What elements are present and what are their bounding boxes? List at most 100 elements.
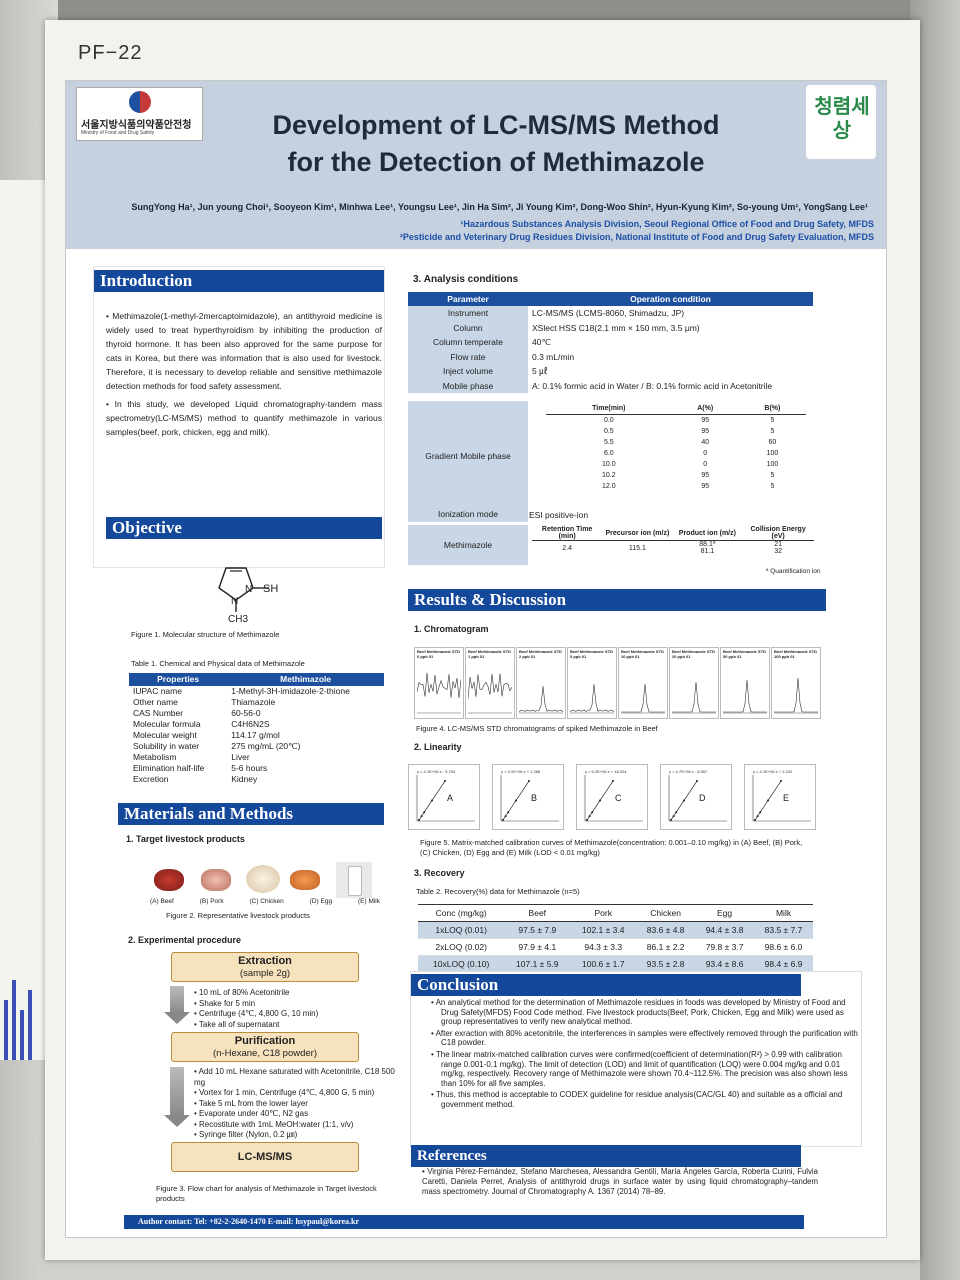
chromatogram-label: Beef Methimazole STD 100 ppb 01 [774, 649, 817, 659]
calibration-point [754, 819, 756, 821]
linearity-label: C [615, 793, 622, 803]
recovery-header: Chicken [636, 904, 696, 922]
gradient-row: 6.0 0 100 [546, 448, 806, 459]
calibration-point [759, 811, 762, 814]
gradient-row: 0.0 95 5 [546, 415, 806, 427]
chromatogram-label: Beef Methimazole STD 5 ppb 01 [570, 649, 613, 659]
gradient-cell: 0.5 [603, 428, 614, 435]
chromatogram-panel: Beef Methimazole STD 10 ppb 01 [618, 647, 668, 719]
conclusion-item: An analytical method for the determinati… [431, 998, 863, 1027]
ionization-value: ESI positive-ion [529, 510, 589, 520]
gradient-cell: 60 [768, 439, 777, 446]
analysis-row: Column temperate 40℃ [408, 335, 813, 350]
table1-cell: CAS Number [133, 708, 184, 718]
table1-cell: C4H6N2S [231, 719, 270, 729]
mol-ch3: CH3 [228, 614, 248, 624]
recovery-cell: 83.5 ± 7.7 [754, 921, 813, 939]
recovery-cell: 10xLOQ (0.10) [418, 955, 505, 973]
calibration-point [418, 819, 420, 821]
integrity-logo-text: 청렴세상 [814, 96, 870, 142]
analysis-value: LC-MS/MS (LCMS-8060, Shimadzu, JP) [532, 308, 685, 319]
adjacent-bar [12, 980, 16, 1060]
procedure-step: Take 5 mL from the lower layer [194, 1099, 404, 1110]
milk-image-bg [336, 862, 372, 898]
recovery-row: 2xLOQ (0.02) 97.9 ± 4.1 94.3 ± 3.3 86.1 ± 2… [418, 938, 813, 956]
table-1: Properties Methimazole IUPAC name 1-Methy… [129, 673, 384, 785]
chromatogram-panel: Beef Methimazole STD 2 ppb 01 [516, 647, 566, 719]
analysis-param: Inject volume [408, 364, 528, 379]
calibration-point [780, 780, 782, 782]
table1-cell: Excretion [133, 774, 169, 784]
calibration-point [672, 815, 675, 818]
intro-paragraph-2: • In this study, we developed Liquid chr… [106, 399, 383, 437]
table1-row: Excretion Kidney [129, 774, 384, 785]
procedure-step: Evaporate under 40℃, N2 gas [194, 1109, 404, 1120]
extraction-steps: 10 mL of 80% AcetonitrileShake for 5 min… [194, 988, 394, 1030]
objective-heading: Objective [106, 517, 382, 539]
adjacent-poster [0, 180, 45, 1060]
procedure-step: Centrifuge (4℃, 4,800 G, 10 min) [194, 1009, 394, 1020]
recovery-cell: 94.3 ± 3.3 [570, 938, 637, 956]
analysis-row: Inject volume 5 ㎕ [408, 364, 813, 379]
milk-glass [348, 866, 362, 896]
product-label: (A) Beef [150, 898, 174, 905]
gradient-cell: 0 [703, 461, 708, 468]
lcmsms-box: LC-MS/MS [171, 1142, 359, 1172]
gradient-header: Time(min) [592, 405, 626, 412]
chromatogram-trace [519, 686, 563, 714]
calibration-point [420, 815, 423, 818]
recovery-header: Beef [504, 904, 571, 922]
table1-row: CAS Number 60-56-0 [129, 708, 384, 719]
analysis-row: Flow rate 0.3 mL/min [408, 349, 813, 364]
gradient-cell: 6.0 [603, 450, 614, 457]
integrity-logo: 청렴세상 [806, 85, 876, 159]
purification-steps: Add 10 mL Hexane saturated with Acetonit… [194, 1067, 404, 1141]
target-products-subheading: 1. Target livestock products [126, 834, 245, 844]
linearity-label: D [699, 793, 706, 803]
gradient-cell: 5 [770, 483, 775, 490]
mrm-header: Precursor ion (m/z) [605, 529, 670, 537]
chromatogram-label: Beef Methimazole STD 0 ppb 01 [417, 649, 460, 659]
recovery-cell: 100.6 ± 1.7 [570, 955, 637, 973]
calibration-point [504, 815, 507, 818]
calibration-point [683, 799, 685, 802]
methimazole-structure: N N SH CH3 [218, 567, 278, 624]
table1-row: Molecular formula C4H6N2S [129, 719, 384, 730]
chromatogram-label: Beef Methimazole STD 10 ppb 01 [621, 649, 664, 659]
gradient-row: 10.2 95 5 [546, 470, 806, 481]
calibration-point [586, 819, 588, 821]
chromatogram-trace [723, 679, 767, 714]
gradient-cell: 0.0 [603, 417, 614, 424]
calibration-plot [668, 775, 727, 822]
mrm-label-cell: Methimazole [408, 525, 528, 565]
linearity-label: B [531, 793, 538, 803]
chromatogram-trace [417, 672, 461, 714]
calibration-point [515, 799, 517, 802]
mrm-cell: 88.1ª 81.1 [699, 541, 716, 555]
analysis-row: Column XSlect HSS C18(2.1 mm × 150 mm, 3.… [408, 320, 813, 335]
egg-image [290, 870, 320, 890]
recovery-row: 10xLOQ (0.10) 107.1 ± 5.9 100.6 ± 1.7 93.5 … [418, 955, 813, 973]
extraction-title: Extraction [238, 955, 292, 967]
introduction-heading: Introduction [94, 270, 384, 292]
calibration-point [528, 780, 530, 782]
calibration-point [675, 811, 678, 814]
table1-header: Properties [129, 673, 228, 686]
taegeuk-emblem-icon [129, 91, 151, 113]
analysis-header: Operation condition [528, 292, 813, 306]
mrm-table: Retention Time (min) Precursor ion (m/z)… [532, 526, 814, 555]
gradient-cell: 5 [770, 417, 775, 424]
analysis-row: Mobile phase A: 0.1% formic acid in Water… [408, 378, 813, 393]
gradient-cell: 95 [701, 428, 710, 435]
recovery-header: Egg [695, 904, 755, 922]
calibration-point [591, 811, 594, 814]
recovery-header: Conc (mg/kg) [418, 904, 505, 922]
flow-arrow-1 [164, 986, 190, 1024]
analysis-value: A: 0.1% formic acid in Water / B: 0.1% f… [532, 380, 773, 391]
recovery-cell: 1xLOQ (0.01) [418, 921, 505, 939]
table-2-caption: Table 2. Recovery(%) data for Methimazol… [416, 887, 580, 896]
gradient-cell: 5 [770, 428, 775, 435]
mol-sh: SH [263, 583, 278, 595]
gradient-cell: 95 [701, 417, 710, 424]
procedure-subheading: 2. Experimental procedure [128, 935, 242, 945]
